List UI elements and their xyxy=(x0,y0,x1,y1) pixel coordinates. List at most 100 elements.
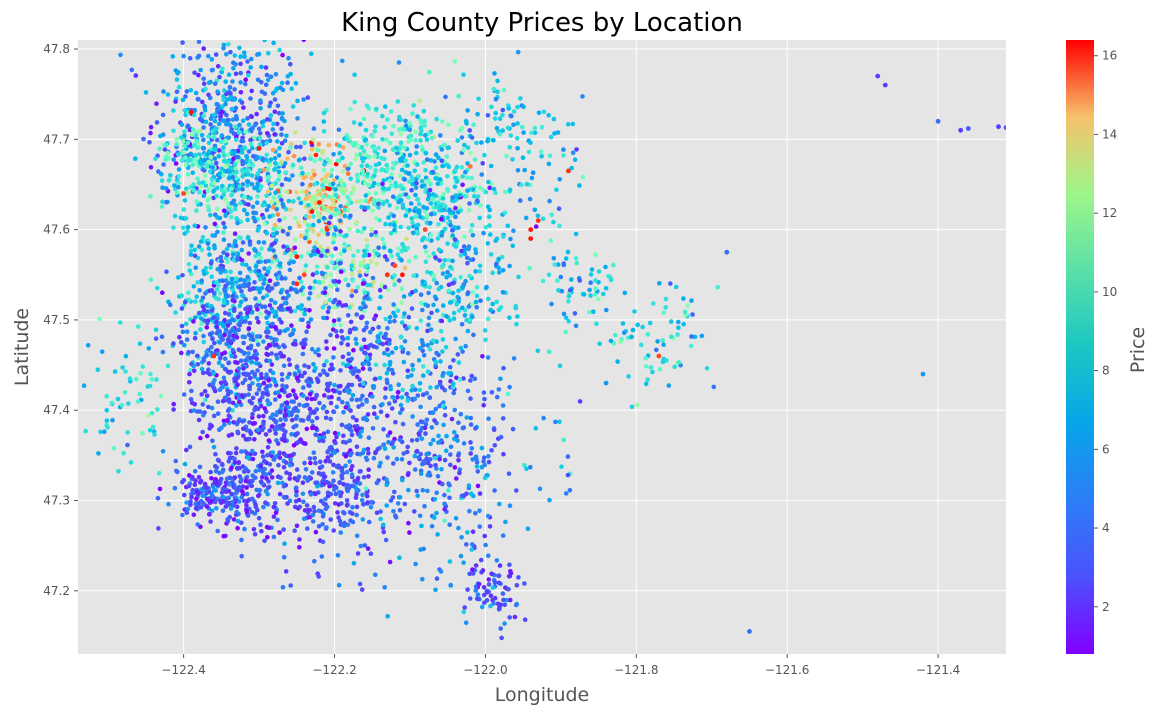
data-point-4340 xyxy=(569,165,574,171)
data-point-3598 xyxy=(369,499,374,505)
data-point-4232 xyxy=(420,576,425,582)
data-point-3275 xyxy=(324,339,329,344)
data-point-1313 xyxy=(385,117,390,122)
data-point-1990 xyxy=(232,238,238,244)
data-point-2523 xyxy=(186,350,191,355)
data-point-4273 xyxy=(446,481,451,486)
data-point-255 xyxy=(118,52,123,58)
data-point-3322 xyxy=(373,376,378,382)
data-point-1699 xyxy=(448,264,453,270)
data-point-2870 xyxy=(265,452,270,458)
data-point-2385 xyxy=(254,315,260,321)
data-point-2379 xyxy=(204,325,210,330)
data-point-4298 xyxy=(469,547,475,552)
data-point-541 xyxy=(221,145,226,150)
data-point-1581 xyxy=(479,172,485,177)
data-point-1594 xyxy=(428,158,434,163)
data-point-4236 xyxy=(464,542,469,547)
data-point-2796 xyxy=(286,405,291,410)
data-point-4040 xyxy=(434,308,440,313)
data-point-2885 xyxy=(238,358,244,364)
data-point-2875 xyxy=(266,438,272,443)
data-point-1630 xyxy=(459,322,465,327)
data-point-3772 xyxy=(486,454,491,459)
data-point-3149 xyxy=(292,245,298,251)
data-point-1721 xyxy=(419,300,424,306)
data-point-3007 xyxy=(244,491,250,497)
data-point-2057 xyxy=(203,265,209,271)
data-point-2584 xyxy=(204,309,210,314)
data-point-4034 xyxy=(451,316,457,322)
data-point-2492 xyxy=(209,405,215,411)
data-point-3492 xyxy=(362,543,368,548)
data-point-1927 xyxy=(264,293,270,298)
data-point-4082 xyxy=(442,258,448,263)
data-point-2516 xyxy=(201,333,206,339)
data-point-3971 xyxy=(387,341,392,346)
data-point-2789 xyxy=(279,387,285,393)
data-point-2402 xyxy=(226,360,232,366)
data-point-3610 xyxy=(325,455,331,460)
data-point-1121 xyxy=(357,269,362,275)
data-point-1704 xyxy=(431,277,437,283)
data-point-4093 xyxy=(460,284,466,290)
data-point-4018 xyxy=(405,398,411,404)
data-point-2999 xyxy=(189,494,194,500)
data-point-4513 xyxy=(673,284,679,290)
data-point-1192 xyxy=(396,60,402,65)
data-point-3112 xyxy=(307,291,313,296)
data-point-3487 xyxy=(345,166,351,172)
data-point-4215 xyxy=(492,580,498,585)
data-point-4507 xyxy=(618,339,624,345)
data-point-1776 xyxy=(486,179,491,185)
data-point-3402 xyxy=(354,417,359,423)
data-point-2568 xyxy=(237,399,242,405)
data-point-2734 xyxy=(298,437,303,442)
data-point-1216 xyxy=(388,109,394,114)
data-point-4515 xyxy=(655,339,660,344)
data-point-1255 xyxy=(383,221,388,227)
colorbar-tick-label-2: 6 xyxy=(1102,442,1110,456)
data-point-1775 xyxy=(474,198,480,203)
data-point-4095 xyxy=(463,278,468,284)
data-point-1030 xyxy=(303,263,309,268)
data-point-3085 xyxy=(235,525,240,531)
data-point-2479 xyxy=(206,404,211,410)
data-point-722 xyxy=(200,180,206,185)
data-point-657 xyxy=(234,175,239,181)
data-point-1122 xyxy=(308,253,314,258)
data-point-4235 xyxy=(459,535,464,540)
data-point-3584 xyxy=(349,428,354,434)
data-point-4303 xyxy=(500,128,505,133)
data-point-705 xyxy=(166,178,172,183)
data-point-3585 xyxy=(366,519,372,525)
data-point-4276 xyxy=(446,488,451,493)
data-point-1167 xyxy=(348,176,354,182)
data-point-4094 xyxy=(510,243,516,249)
data-point-4479 xyxy=(643,381,649,387)
data-point-3878 xyxy=(468,422,474,427)
data-point-1885 xyxy=(316,280,322,285)
data-point-1433 xyxy=(351,187,357,192)
data-point-3795 xyxy=(423,431,428,436)
data-point-966 xyxy=(326,208,331,213)
data-point-4509 xyxy=(681,321,686,327)
data-point-1480 xyxy=(322,179,328,184)
data-point-3120 xyxy=(365,446,371,452)
data-point-1004 xyxy=(292,250,298,256)
data-point-4570 xyxy=(146,413,151,418)
data-point-606 xyxy=(229,193,234,198)
data-point-1638 xyxy=(363,193,369,198)
data-point-2062 xyxy=(206,246,212,251)
data-point-3583 xyxy=(368,551,374,556)
data-point-1617 xyxy=(483,224,489,230)
data-point-2830 xyxy=(294,467,300,472)
data-point-3738 xyxy=(511,356,517,361)
data-point-3228 xyxy=(386,401,392,406)
data-point-4560 xyxy=(81,383,87,389)
data-point-2363 xyxy=(241,433,246,439)
data-point-1671 xyxy=(416,201,422,207)
data-point-1976 xyxy=(278,290,284,295)
data-point-4605 xyxy=(537,486,543,492)
data-point-4297 xyxy=(452,465,458,470)
